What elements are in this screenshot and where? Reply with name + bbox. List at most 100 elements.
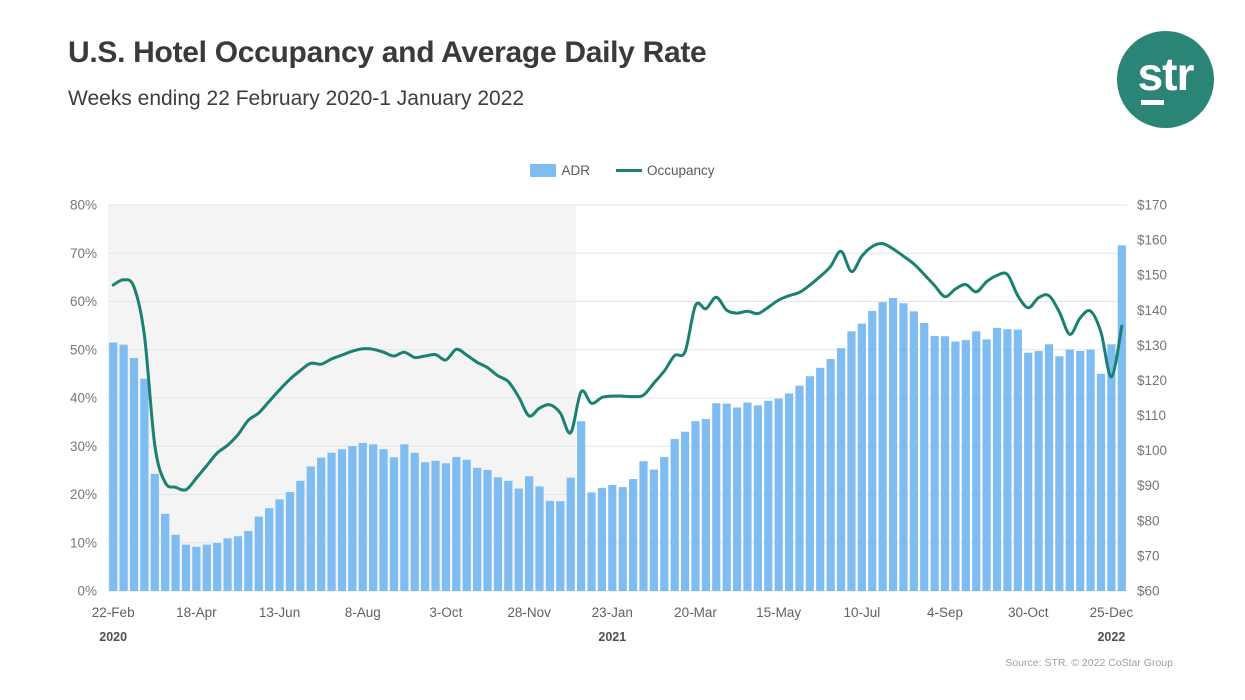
adr-bar	[639, 461, 648, 591]
adr-bar	[701, 419, 710, 591]
adr-bar	[795, 385, 804, 591]
adr-bar	[181, 544, 191, 591]
right-axis-tick: $150	[1137, 268, 1167, 283]
adr-bar	[961, 340, 970, 591]
adr-bar	[577, 421, 586, 591]
adr-bar	[868, 310, 877, 591]
adr-bar	[618, 487, 627, 591]
adr-bar	[951, 341, 960, 591]
adr-bar	[722, 403, 731, 591]
adr-bar	[691, 421, 700, 591]
year-label: 2020	[99, 630, 127, 644]
right-axis-tick: $140	[1137, 303, 1167, 318]
adr-bar	[732, 407, 742, 591]
adr-bar	[660, 456, 669, 591]
adr-bar	[712, 403, 721, 591]
adr-bar	[192, 546, 201, 591]
adr-bar	[743, 402, 752, 591]
right-axis-tick: $160	[1137, 233, 1167, 248]
right-axis-tick: $70	[1137, 548, 1160, 563]
chart-svg: 0% 10% 20% 30% 40% 50% 60% 70% 80% $60 $70 $80 $90 $1…	[70, 198, 1167, 645]
adr-bar	[348, 446, 357, 591]
adr-bar	[680, 431, 690, 591]
adr-bar	[816, 367, 825, 591]
adr-bar	[337, 449, 347, 591]
adr-bar	[1076, 350, 1085, 591]
x-axis-tick: 28-Nov	[507, 605, 551, 620]
adr-bar	[1034, 350, 1043, 591]
adr-bar	[857, 323, 866, 591]
right-axis-tick: $60	[1137, 584, 1160, 599]
right-axis-tick: $100	[1137, 443, 1167, 458]
adr-bar	[628, 479, 638, 591]
adr-bar	[504, 480, 513, 591]
right-axis-tick: $130	[1137, 338, 1167, 353]
adr-bar	[244, 530, 253, 591]
adr-bar	[878, 302, 887, 591]
adr-bar	[992, 327, 1002, 591]
adr-bar	[597, 487, 607, 591]
legend-label-adr: ADR	[561, 163, 590, 178]
adr-bar	[431, 460, 440, 591]
adr-bar	[836, 348, 846, 591]
adr-bar	[774, 398, 783, 591]
adr-bar	[909, 311, 918, 591]
adr-bar	[369, 444, 378, 591]
adr-bar	[379, 449, 388, 591]
adr-bar	[1003, 329, 1012, 591]
legend-label-occupancy: Occupancy	[646, 163, 715, 178]
x-axis-tick: 22-Feb	[92, 605, 135, 620]
left-axis-tick: 10%	[70, 535, 97, 550]
adr-bar	[327, 452, 336, 591]
adr-bar	[473, 467, 482, 591]
adr-bar	[940, 336, 950, 591]
adr-bar	[1013, 329, 1022, 591]
adr-bar	[202, 544, 211, 591]
str-logo-text: str	[1137, 47, 1195, 100]
right-axis-tick: $170	[1137, 198, 1167, 213]
left-axis-tick: 20%	[70, 487, 97, 502]
adr-bar	[213, 542, 222, 591]
adr-bar	[764, 400, 773, 591]
adr-bar	[545, 500, 555, 591]
adr-bar	[254, 516, 263, 591]
legend-item-occupancy: Occupancy	[615, 163, 715, 178]
right-axis-tick: $110	[1137, 408, 1166, 423]
adr-bar	[847, 331, 856, 591]
adr-bar	[566, 477, 575, 591]
year-label: 2021	[598, 630, 626, 644]
adr-bar	[223, 538, 232, 591]
adr-bar	[1086, 349, 1095, 591]
adr-bar	[483, 469, 492, 591]
left-axis-tick: 60%	[70, 294, 97, 309]
adr-bar	[1055, 356, 1064, 591]
adr-bar	[389, 457, 399, 591]
adr-bar	[1024, 352, 1033, 591]
adr-bar	[805, 376, 814, 591]
year-label: 2022	[1097, 630, 1125, 644]
adr-bar	[899, 303, 908, 591]
adr-bar	[525, 476, 534, 591]
str-logo-underline-icon	[1141, 100, 1164, 105]
adr-bar	[421, 462, 430, 591]
adr-bar	[920, 322, 929, 591]
right-axis-tick: $120	[1137, 373, 1167, 388]
x-axis-tick: 23-Jan	[592, 605, 633, 620]
adr-bar	[1044, 344, 1054, 591]
adr-bar	[608, 485, 617, 591]
x-axis-tick: 18-Apr	[176, 605, 217, 620]
x-axis-tick: 4-Sep	[927, 605, 963, 620]
adr-bar	[587, 492, 596, 591]
adr-bar	[535, 486, 544, 591]
str-logo: str	[1117, 31, 1214, 128]
x-axis-tick: 20-Mar	[674, 605, 717, 620]
page-title: U.S. Hotel Occupancy and Average Daily R…	[68, 36, 707, 69]
adr-bar	[129, 357, 139, 591]
adr-bar	[358, 442, 367, 591]
x-axis-tick: 30-Oct	[1008, 605, 1049, 620]
left-axis-tick: 80%	[70, 198, 97, 213]
adr-bar	[784, 393, 794, 591]
adr-bar	[233, 536, 243, 591]
adr-bar	[441, 463, 451, 591]
